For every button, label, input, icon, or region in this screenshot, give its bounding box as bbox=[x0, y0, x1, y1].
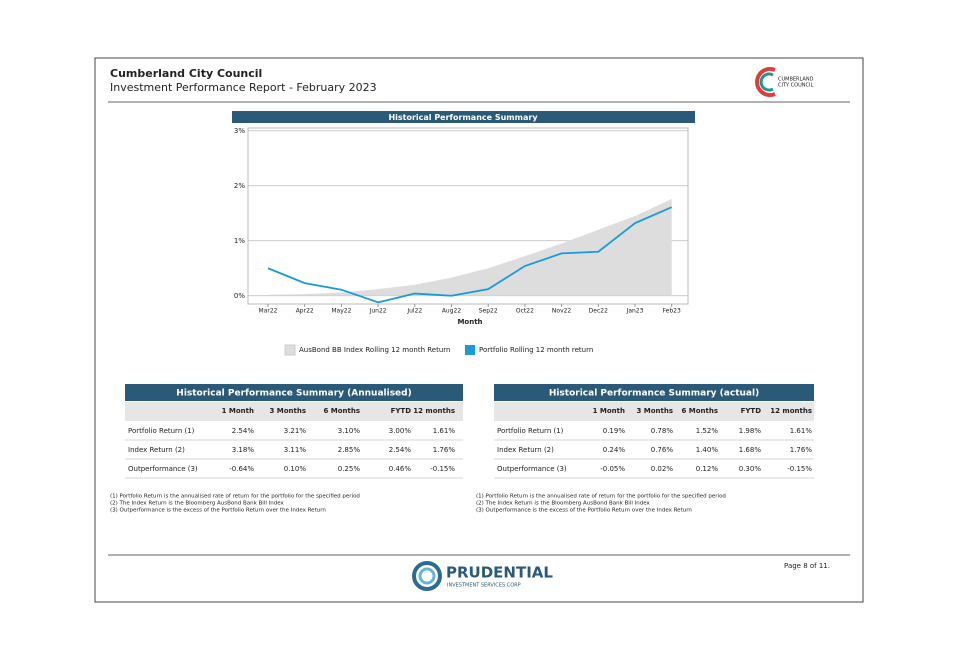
x-tick-label: Jul22 bbox=[406, 308, 422, 315]
table-cell: 2.85% bbox=[338, 446, 361, 454]
table-cell: 0.24% bbox=[603, 446, 626, 454]
y-tick-label: 0% bbox=[234, 292, 245, 300]
row-label: Outperformance (3) bbox=[128, 465, 198, 473]
table-cell: 2.54% bbox=[232, 427, 255, 435]
table-cell: 0.30% bbox=[739, 465, 762, 473]
page-number: Page 8 of 11. bbox=[784, 562, 830, 570]
table-cell: 3.11% bbox=[284, 446, 307, 454]
x-tick-label: Sep22 bbox=[479, 308, 498, 315]
footnote: (3) Outperformance is the excess of the … bbox=[476, 508, 692, 514]
table-cell: 1.76% bbox=[790, 446, 813, 454]
table-cell: -0.15% bbox=[787, 465, 812, 473]
table-header-bg bbox=[494, 402, 814, 421]
x-tick-label: Mar22 bbox=[259, 308, 278, 315]
footnote: (2) The Index Return is the Bloomberg Au… bbox=[476, 501, 651, 507]
table-cell: 1.61% bbox=[433, 427, 456, 435]
table-title-bar bbox=[494, 384, 814, 401]
legend-label: Portfolio Rolling 12 month return bbox=[479, 346, 593, 354]
footnote: (2) The Index Return is the Bloomberg Au… bbox=[110, 501, 285, 507]
table-cell: 1.68% bbox=[739, 446, 762, 454]
table-title: Historical Performance Summary (actual) bbox=[549, 389, 759, 399]
chart-title-bar bbox=[232, 111, 695, 123]
column-header: 1 Month bbox=[222, 407, 254, 415]
table-cell: 1.40% bbox=[696, 446, 719, 454]
chart-title: Historical Performance Summary bbox=[388, 113, 538, 122]
table-cell: 0.25% bbox=[338, 465, 361, 473]
y-tick-label: 3% bbox=[234, 127, 245, 135]
table-cell: 1.61% bbox=[790, 427, 813, 435]
table-title-bar bbox=[125, 384, 463, 401]
footnote: (1) Portfolio Return is the annualised r… bbox=[110, 494, 360, 500]
row-label: Index Return (2) bbox=[128, 446, 185, 454]
table-cell: 1.76% bbox=[433, 446, 456, 454]
row-label: Portfolio Return (1) bbox=[497, 427, 564, 435]
table-cell: 0.78% bbox=[651, 427, 674, 435]
footer-sub: INVESTMENT SERVICES CORP bbox=[447, 583, 521, 589]
table-cell: -0.05% bbox=[600, 465, 625, 473]
column-header: 12 months bbox=[413, 407, 455, 415]
table-cell: 1.52% bbox=[696, 427, 719, 435]
x-tick-label: Apr22 bbox=[296, 308, 314, 315]
y-tick-label: 1% bbox=[234, 237, 245, 245]
table-cell: 0.19% bbox=[603, 427, 626, 435]
logo-text: CITY COUNCIL bbox=[778, 83, 813, 89]
x-tick-label: Oct22 bbox=[516, 308, 534, 315]
table-header-bg bbox=[125, 402, 463, 421]
table-cell: 3.10% bbox=[338, 427, 361, 435]
table-cell: 3.18% bbox=[232, 446, 255, 454]
column-header: 6 Months bbox=[681, 407, 718, 415]
index-area bbox=[268, 198, 672, 296]
row-label: Portfolio Return (1) bbox=[128, 427, 195, 435]
x-tick-label: May22 bbox=[331, 308, 351, 315]
table-cell: 3.00% bbox=[389, 427, 412, 435]
x-tick-label: Dec22 bbox=[589, 308, 608, 315]
column-header: 12 months bbox=[770, 407, 812, 415]
y-tick-label: 2% bbox=[234, 182, 245, 190]
table-cell: 0.76% bbox=[651, 446, 674, 454]
x-tick-label: Jun22 bbox=[369, 308, 387, 315]
table-cell: 3.21% bbox=[284, 427, 307, 435]
council-logo bbox=[755, 67, 776, 97]
footnote: (1) Portfolio Return is the annualised r… bbox=[476, 494, 726, 500]
x-tick-label: Jan23 bbox=[626, 308, 644, 315]
row-label: Index Return (2) bbox=[497, 446, 554, 454]
logo-text: CUMBERLAND bbox=[778, 77, 814, 83]
footnote: (3) Outperformance is the excess of the … bbox=[110, 508, 326, 514]
x-axis-label: Month bbox=[457, 318, 482, 326]
table-cell: 0.10% bbox=[284, 465, 307, 473]
table-cell: 0.02% bbox=[651, 465, 674, 473]
table-title: Historical Performance Summary (Annualis… bbox=[176, 389, 411, 399]
legend-label: AusBond BB Index Rolling 12 month Return bbox=[299, 346, 450, 354]
legend-swatch bbox=[284, 344, 296, 356]
table-cell: 0.12% bbox=[696, 465, 719, 473]
x-tick-label: Feb23 bbox=[663, 308, 681, 315]
footer-brand: PRUDENTIAL bbox=[446, 564, 553, 582]
column-header: 1 Month bbox=[593, 407, 625, 415]
column-header: FYTD bbox=[741, 407, 762, 415]
column-header: 6 Months bbox=[323, 407, 360, 415]
row-label: Outperformance (3) bbox=[497, 465, 567, 473]
table-cell: 0.46% bbox=[389, 465, 412, 473]
org-name: Cumberland City Council bbox=[110, 67, 262, 80]
legend-swatch bbox=[465, 345, 475, 355]
x-tick-label: Aug22 bbox=[442, 308, 462, 315]
table-cell: 2.54% bbox=[389, 446, 412, 454]
column-header: 3 Months bbox=[636, 407, 673, 415]
table-cell: -0.15% bbox=[430, 465, 455, 473]
prudential-logo bbox=[412, 561, 442, 591]
portfolio-line bbox=[267, 206, 673, 304]
table-cell: -0.64% bbox=[229, 465, 254, 473]
column-header: FYTD bbox=[391, 407, 412, 415]
x-tick-label: Nov22 bbox=[552, 308, 572, 315]
table-cell: 1.98% bbox=[739, 427, 762, 435]
column-header: 3 Months bbox=[269, 407, 306, 415]
report-title: Investment Performance Report - February… bbox=[110, 81, 377, 94]
